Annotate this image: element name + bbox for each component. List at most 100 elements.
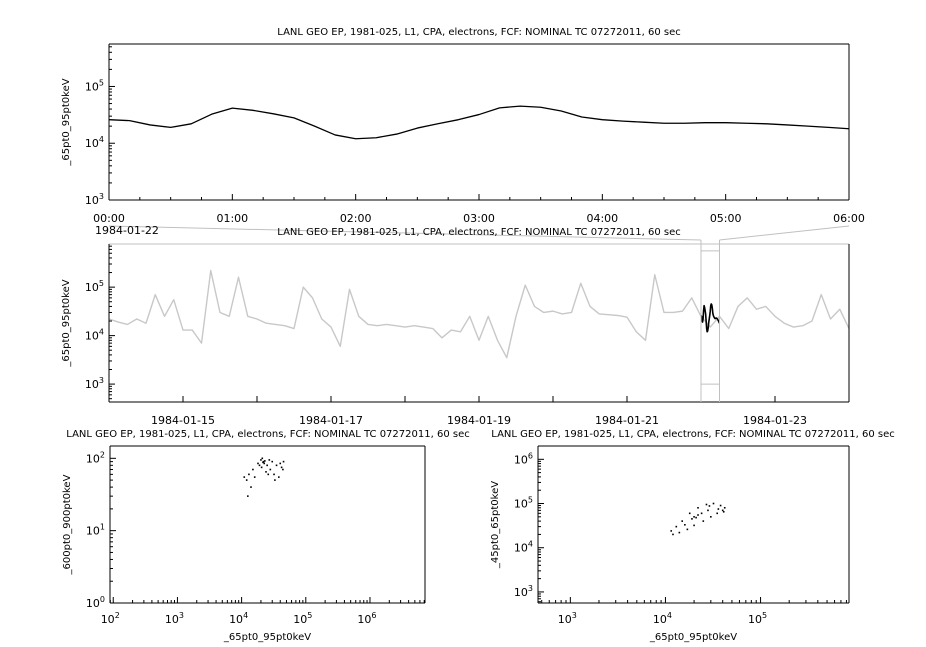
x-tick-label: 03:00 (463, 212, 495, 225)
plot-title: LANL GEO EP, 1981-025, L1, CPA, electron… (277, 27, 680, 38)
scatter-point (693, 516, 695, 518)
y-tick-label: 103 (514, 584, 533, 599)
scatter-point (670, 530, 673, 532)
scatter-point (274, 479, 276, 481)
y-tick-label: 101 (86, 523, 105, 538)
y-tick-label: 103 (85, 376, 104, 391)
zoom-connectors (108, 225, 850, 241)
x-tick-label: 00:00 (93, 212, 125, 225)
y-tick-label: 105 (85, 78, 104, 93)
scatter-point (267, 473, 270, 476)
scatter-point (282, 468, 284, 471)
plot-bottom-left[interactable]: 100 101 102 102 103 104 105 106 LANL GEO EP, 198… (62, 429, 470, 643)
plot-title: LANL GEO EP, 1981-025, L1, CPA, electron… (66, 429, 469, 440)
plot-top[interactable]: 103 104 105 00:00 01:00 02:00 03:00 04:00 05:00 0… (61, 27, 865, 237)
date-label: 1984-01-22 (95, 224, 159, 237)
y-tick-label: 104 (514, 540, 533, 555)
y-tick-label: 104 (85, 328, 104, 343)
x-axis-label: _65pt0_95pt0keV (649, 632, 737, 643)
y-tick-label: 106 (514, 451, 533, 466)
scatter-point (705, 503, 708, 506)
scatter-point (686, 528, 689, 531)
x-tick-label: 1984-01-17 (299, 414, 363, 427)
y-tick-label: 103 (85, 192, 104, 207)
x-tick-label: 105 (293, 611, 312, 626)
series-line (108, 105, 850, 140)
scatter-point (275, 464, 278, 467)
x-tick-label: 106 (357, 611, 376, 626)
scatter-point (260, 466, 263, 469)
scatter-point (252, 468, 254, 471)
scatter-point (253, 476, 256, 478)
plot-bottom-right[interactable]: 103 104 105 106 103 104 105 LANL GEO EP, 1981-0… (490, 429, 895, 643)
scatter-point (258, 464, 261, 467)
x-tick-label: 103 (558, 611, 577, 626)
scatter-point (248, 473, 250, 476)
scatter-point (719, 504, 722, 507)
x-tick-label: 1984-01-15 (151, 414, 215, 427)
x-tick-label: 01:00 (216, 212, 248, 225)
x-tick-label: 104 (653, 611, 672, 626)
scatter-point (697, 514, 699, 516)
context-series-line (108, 269, 850, 359)
scatter-point (675, 525, 678, 528)
scatter-point (678, 531, 681, 534)
plot-title: LANL GEO EP, 1981-025, L1, CPA, electron… (277, 227, 680, 238)
scatter-point (708, 505, 711, 507)
scatter-point (266, 464, 268, 467)
y-axis-label: _45pt0_65pt0keV (490, 481, 501, 569)
connector-left (108, 225, 702, 241)
x-tick-label: 1984-01-21 (595, 414, 659, 427)
y-axis-label: _65pt0_95pt0keV (61, 279, 72, 367)
scatter-point (721, 509, 724, 512)
scatter-point (243, 476, 246, 478)
scatter-point (245, 479, 248, 481)
scatter-point (684, 524, 686, 526)
scatter-point (263, 462, 266, 465)
x-axis-label: _65pt0_95pt0keV (223, 632, 311, 643)
scatter-point (700, 512, 703, 515)
plot-title: LANL GEO EP, 1981-025, L1, CPA, electron… (491, 429, 894, 440)
scatter-point (282, 460, 285, 463)
y-tick-label: 100 (86, 595, 105, 610)
scatter-point (265, 471, 267, 473)
scatter-point (693, 524, 695, 527)
scatter-point (261, 457, 264, 460)
scatter-point (691, 518, 693, 520)
scatter-point (257, 462, 259, 465)
x-tick-label: 04:00 (586, 212, 618, 225)
x-tick-label: 05:00 (710, 212, 742, 225)
scatter-point (279, 462, 282, 465)
connector-right (719, 225, 850, 241)
scatter-point (723, 507, 726, 509)
x-tick-label: 104 (229, 611, 248, 626)
focus-series-line (700, 303, 721, 333)
scatter-point (269, 468, 272, 471)
scatter-point (278, 476, 280, 478)
scatter-point (681, 520, 683, 522)
scatter-point (710, 516, 712, 518)
scatter-point (702, 520, 705, 522)
x-tick-label: 1984-01-19 (447, 414, 511, 427)
scatter-point (280, 466, 283, 469)
scatter-point (672, 533, 674, 536)
y-tick-label: 105 (85, 279, 104, 294)
y-axis-label: _600pt0_900pt0keV (62, 474, 73, 575)
scatter-point (260, 459, 262, 461)
y-tick-label: 104 (85, 135, 104, 150)
plot-middle[interactable]: 103 104 105 1984-01-15 1984-01-17 1984-01-19 1… (61, 227, 850, 427)
scatter-point (273, 473, 275, 476)
scatter-point (712, 502, 715, 505)
scatter-point (707, 509, 709, 512)
y-tick-label: 102 (86, 450, 105, 465)
y-axis-label: _65pt0_95pt0keV (61, 78, 72, 166)
scatter-point (688, 512, 691, 515)
scatter-point (695, 516, 697, 519)
scatter-point (717, 508, 720, 510)
scatter-point (250, 486, 252, 488)
scatter-point (264, 460, 266, 462)
scatter-point (722, 510, 725, 513)
x-tick-label: 102 (101, 611, 120, 626)
scatter-point (271, 460, 274, 463)
